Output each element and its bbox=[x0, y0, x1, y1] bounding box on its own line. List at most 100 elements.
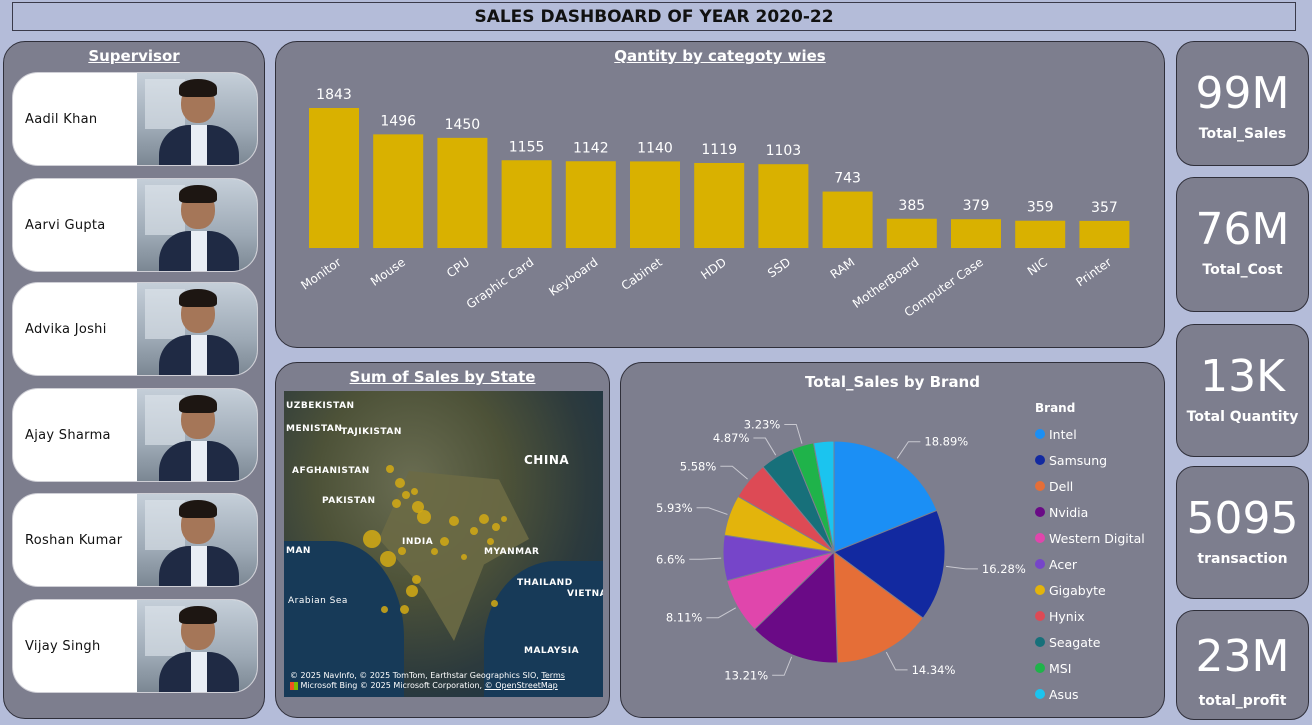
map-sales-bubble[interactable] bbox=[492, 523, 500, 531]
bar-category-label: Graphic Card bbox=[464, 255, 536, 312]
legend-item[interactable]: Western Digital bbox=[1035, 525, 1145, 551]
pie-data-label: 16.28% bbox=[982, 562, 1026, 576]
bar-graphic-card[interactable] bbox=[501, 160, 552, 248]
map-label: AFGHANISTAN bbox=[292, 466, 370, 476]
legend-item[interactable]: Seagate bbox=[1035, 629, 1145, 655]
pie-data-label: 8.11% bbox=[666, 611, 703, 625]
pie-leader-line bbox=[885, 651, 908, 671]
bar-nic[interactable] bbox=[1015, 220, 1066, 248]
map-sales-bubble[interactable] bbox=[398, 547, 406, 555]
pie-slice-dell[interactable] bbox=[833, 550, 924, 664]
map-label: TAJIKISTAN bbox=[341, 427, 402, 437]
map-sales-bubble[interactable] bbox=[399, 604, 409, 614]
bar-computer-case[interactable] bbox=[951, 219, 1001, 248]
bar-hdd[interactable] bbox=[694, 162, 745, 248]
map-sales-bubble[interactable] bbox=[402, 491, 410, 499]
map-sales-bubble[interactable] bbox=[439, 536, 449, 546]
map-sales-bubble[interactable] bbox=[449, 516, 459, 526]
legend-item[interactable]: MSI bbox=[1035, 655, 1145, 681]
supervisor-card[interactable]: Ajay Sharma bbox=[12, 388, 258, 482]
supervisor-card[interactable]: Advika Joshi bbox=[12, 282, 258, 376]
legend-item[interactable]: Samsung bbox=[1035, 447, 1145, 473]
quantity-by-category-chart[interactable]: Qantity by categoty wies 1843 Monitor 1496… bbox=[275, 41, 1165, 348]
map-sales-bubble[interactable] bbox=[486, 537, 494, 545]
legend-label: MSI bbox=[1049, 660, 1072, 676]
map-sales-bubble[interactable] bbox=[380, 605, 388, 613]
kpi-card[interactable]: 5095 transaction bbox=[1176, 466, 1309, 599]
map-sales-bubble[interactable] bbox=[461, 554, 467, 560]
pie-slice-asus[interactable] bbox=[812, 440, 835, 553]
map-label: UZBEKISTAN bbox=[286, 401, 355, 411]
legend-dot-icon bbox=[1035, 507, 1045, 517]
legend-item[interactable]: Intel bbox=[1035, 421, 1145, 447]
sales-map[interactable]: UZBEKISTAN MENISTAN TAJIKISTAN AFGHANIST… bbox=[284, 391, 603, 697]
bar-category-label: Cabinet bbox=[619, 255, 665, 293]
kpi-card[interactable]: 23M total_profit bbox=[1176, 610, 1309, 720]
pie-leader-line bbox=[696, 507, 728, 515]
map-sales-bubble[interactable] bbox=[430, 547, 438, 555]
map-sales-bubble[interactable] bbox=[501, 516, 507, 522]
sales-by-state-map-panel[interactable]: Sum of Sales by State UZBEKISTAN MENISTA… bbox=[275, 362, 610, 718]
supervisor-name: Ajay Sharma bbox=[25, 427, 111, 443]
bar-mouse[interactable] bbox=[373, 134, 424, 248]
bar-motherboard[interactable] bbox=[886, 218, 937, 248]
bar-category-label: NIC bbox=[1025, 255, 1050, 278]
legend-label: Gigabyte bbox=[1049, 582, 1106, 598]
openstreetmap-link[interactable]: © OpenStreetMap bbox=[484, 681, 558, 690]
supervisor-card[interactable]: Vijay Singh bbox=[12, 599, 258, 693]
map-label: PAKISTAN bbox=[322, 496, 376, 506]
kpi-card[interactable]: 13K Total Quantity bbox=[1176, 324, 1309, 457]
supervisor-photo bbox=[137, 179, 257, 271]
kpi-label: Total_Cost bbox=[1202, 262, 1283, 278]
pie-slice-samsung[interactable] bbox=[832, 509, 946, 619]
legend-dot-icon bbox=[1035, 663, 1045, 673]
pie-slice-nvidia[interactable] bbox=[753, 550, 838, 664]
kpi-card[interactable]: 76M Total_Cost bbox=[1176, 177, 1309, 312]
bar-ram[interactable] bbox=[822, 191, 873, 248]
bar-monitor[interactable] bbox=[309, 108, 359, 248]
map-sales-bubble[interactable] bbox=[417, 510, 431, 524]
map-sales-bubble[interactable] bbox=[490, 599, 498, 607]
kpi-card[interactable]: 99M Total_Sales bbox=[1176, 41, 1309, 166]
map-sales-bubble[interactable] bbox=[406, 585, 418, 597]
legend-item[interactable]: Nvidia bbox=[1035, 499, 1145, 525]
supervisor-card[interactable]: Aadil Khan bbox=[12, 72, 258, 166]
map-sales-bubble[interactable] bbox=[363, 530, 381, 548]
map-terms-link[interactable]: Terms bbox=[541, 671, 565, 680]
map-sales-bubble[interactable] bbox=[411, 574, 421, 584]
supervisor-card[interactable]: Aarvi Gupta bbox=[12, 178, 258, 272]
map-sales-bubble[interactable] bbox=[479, 514, 489, 524]
legend-item[interactable]: Acer bbox=[1035, 551, 1145, 577]
map-sales-bubble[interactable] bbox=[386, 465, 394, 473]
kpi-label: Total_Sales bbox=[1198, 126, 1287, 142]
sales-by-brand-chart[interactable]: Total_Sales by Brand 18.89% 16.28% 14.34% 1… bbox=[620, 362, 1165, 718]
map-sales-bubble[interactable] bbox=[470, 527, 478, 535]
supervisor-card[interactable]: Roshan Kumar bbox=[12, 493, 258, 587]
map-sales-bubble[interactable] bbox=[395, 478, 405, 488]
map-copyright-line1: © 2025 NavInfo, © 2025 TomTom, Earthstar… bbox=[290, 671, 539, 680]
map-sales-bubble[interactable] bbox=[410, 487, 418, 495]
supervisor-photo bbox=[137, 73, 257, 165]
pie-slice-intel[interactable] bbox=[833, 440, 938, 553]
kpi-value: 5095 bbox=[1186, 493, 1299, 544]
bar-cpu[interactable] bbox=[437, 137, 488, 248]
bar-cabinet[interactable] bbox=[630, 161, 680, 248]
pie-chart-title: Total_Sales by Brand bbox=[805, 373, 980, 391]
bar-ssd[interactable] bbox=[758, 164, 809, 248]
legend-dot-icon bbox=[1035, 637, 1045, 647]
bar-chart-title: Qantity by categoty wies bbox=[614, 47, 826, 65]
kpi-value: 13K bbox=[1200, 351, 1285, 402]
bar-printer[interactable] bbox=[1079, 220, 1130, 248]
legend-item[interactable]: Asus bbox=[1035, 681, 1145, 707]
map-sales-bubble[interactable] bbox=[380, 551, 396, 567]
map-copyright-line2: © 2025 Microsoft Corporation, bbox=[359, 681, 483, 690]
bar-keyboard[interactable] bbox=[565, 161, 616, 248]
bar-category-label: CPU bbox=[444, 255, 472, 280]
legend-item[interactable]: Dell bbox=[1035, 473, 1145, 499]
bar-data-label: 1119 bbox=[701, 142, 737, 158]
legend-item[interactable]: Gigabyte bbox=[1035, 577, 1145, 603]
map-sales-bubble[interactable] bbox=[391, 498, 401, 508]
microsoft-logo-icon bbox=[290, 681, 298, 690]
legend-item[interactable]: Hynix bbox=[1035, 603, 1145, 629]
